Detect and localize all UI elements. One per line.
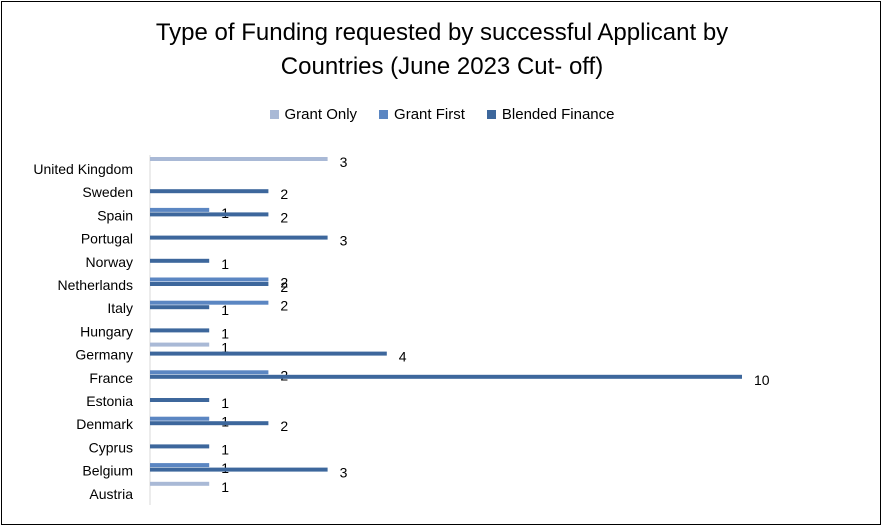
bar-blended-finance-denmark — [150, 421, 269, 426]
category-label-austria: Austria — [89, 486, 133, 502]
data-label-blended-finance-spain: 2 — [280, 209, 288, 225]
legend-item-grant-only: Grant Only — [269, 106, 358, 123]
bar-grant-first-netherlands — [150, 277, 269, 282]
legend-swatch-grant-only — [269, 110, 279, 119]
chart-title: Type of Funding requested by successful … — [0, 16, 884, 84]
data-label-grant-only-germany: 1 — [221, 340, 229, 356]
bar-grant-only-germany — [150, 342, 210, 347]
bar-grant-only-united-kingdom — [150, 157, 328, 161]
data-label-blended-finance-france: 10 — [754, 372, 770, 388]
chart-legend: Grant Only Grant First Blended Finance — [0, 106, 884, 123]
bar-blended-finance-netherlands — [150, 282, 269, 286]
category-label-hungary: Hungary — [80, 323, 133, 339]
legend-swatch-blended-finance — [486, 110, 496, 119]
data-label-blended-finance-cyprus: 1 — [221, 441, 229, 457]
category-label-germany: Germany — [75, 347, 133, 363]
legend-swatch-grant-first — [379, 110, 389, 119]
category-label-sweden: Sweden — [82, 184, 133, 200]
legend-label-grant-only: Grant Only — [284, 106, 358, 123]
bar-grant-first-spain — [150, 207, 210, 212]
legend-label-grant-first: Grant First — [394, 106, 465, 123]
bar-blended-finance-france — [150, 374, 742, 379]
category-label-estonia: Estonia — [86, 393, 133, 409]
category-label-cyprus: Cyprus — [89, 439, 133, 455]
bar-blended-finance-cyprus — [150, 444, 210, 449]
bar-blended-finance-belgium — [150, 467, 328, 472]
category-label-spain: Spain — [97, 207, 133, 223]
legend-item-grant-first: Grant First — [379, 106, 465, 123]
data-label-grant-only-united-kingdom: 3 — [340, 154, 348, 170]
bar-blended-finance-germany — [150, 351, 387, 356]
bar-grant-first-denmark — [150, 416, 210, 421]
data-label-blended-finance-italy: 1 — [221, 302, 229, 318]
bar-blended-finance-spain — [150, 212, 269, 217]
data-label-blended-finance-estonia: 1 — [221, 395, 229, 411]
category-label-belgium: Belgium — [82, 463, 133, 479]
data-label-grant-only-austria: 1 — [221, 479, 229, 495]
category-label-norway: Norway — [86, 254, 133, 270]
data-label-blended-finance-hungary: 1 — [221, 325, 229, 341]
bar-grant-only-austria — [150, 481, 210, 486]
data-label-blended-finance-denmark: 2 — [280, 418, 288, 434]
bar-blended-finance-hungary — [150, 328, 210, 333]
bar-blended-finance-portugal — [150, 235, 328, 240]
category-label-united-kingdom: United Kingdom — [33, 161, 133, 177]
data-label-blended-finance-netherlands: 2 — [280, 279, 288, 295]
bar-blended-finance-estonia — [150, 398, 210, 402]
data-label-blended-finance-germany: 4 — [399, 349, 407, 365]
data-label-grant-first-netherlands: 2 — [280, 275, 288, 291]
data-label-blended-finance-belgium: 3 — [340, 465, 348, 481]
bar-blended-finance-sweden — [150, 189, 269, 194]
category-label-portugal: Portugal — [81, 231, 133, 247]
bar-grant-first-italy — [150, 300, 269, 305]
chart-title-line-2: Countries (June 2023 Cut- off) — [280, 53, 604, 80]
data-label-blended-finance-norway: 1 — [221, 256, 229, 272]
category-label-italy: Italy — [107, 300, 133, 316]
category-label-denmark: Denmark — [76, 416, 134, 432]
legend-label-blended-finance: Blended Finance — [501, 106, 615, 123]
bar-blended-finance-norway — [150, 258, 210, 263]
bar-blended-finance-italy — [150, 305, 210, 310]
category-label-france: France — [89, 370, 133, 386]
bar-grant-first-belgium — [150, 463, 210, 468]
data-label-grant-first-italy: 2 — [280, 298, 288, 314]
data-label-blended-finance-sweden: 2 — [280, 186, 288, 202]
data-label-blended-finance-portugal: 3 — [340, 233, 348, 249]
legend-item-blended-finance: Blended Finance — [486, 106, 615, 123]
bar-grant-first-france — [150, 370, 269, 375]
chart-title-line-1: Type of Funding requested by successful … — [155, 19, 729, 46]
category-label-netherlands: Netherlands — [58, 277, 134, 293]
